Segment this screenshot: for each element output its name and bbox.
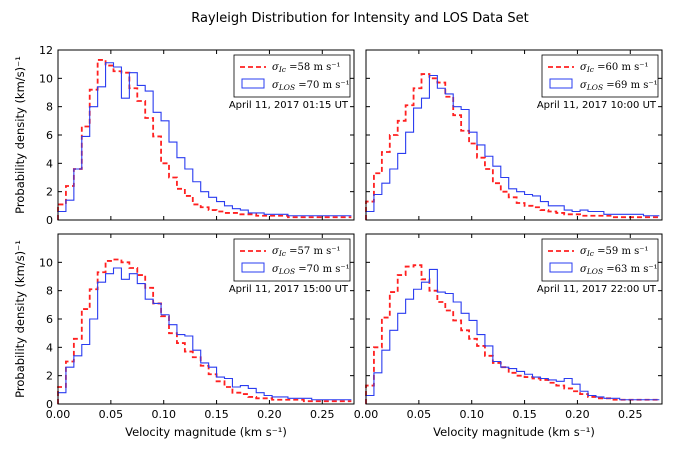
x-tick-label: 0.20 (257, 408, 282, 421)
date-annotation: April 11, 2017 01:15 UT (229, 100, 349, 111)
legend-ic-label: σIc =58 m s⁻¹ (272, 62, 341, 74)
x-tick-label: 0.20 (565, 408, 590, 421)
x-tick-label: 0.00 (46, 408, 71, 421)
legend-los-swatch (241, 262, 265, 273)
panel-top-right: σIc =60 m s⁻¹ σLOS =69 m s⁻¹ April 11, 201… (365, 49, 663, 221)
legend-los-label: σLOS =69 m s⁻¹ (580, 80, 658, 92)
x-tick-label: 0.10 (459, 408, 484, 421)
x-tick-label: 0.25 (310, 408, 335, 421)
y-tick-label: 0 (46, 398, 53, 411)
date-annotation: April 11, 2017 22:00 UT (537, 284, 657, 295)
legend-box (541, 54, 659, 98)
legend-los-swatch (549, 78, 573, 89)
date-annotation: April 11, 2017 15:00 UT (229, 284, 349, 295)
y-tick-label: 2 (46, 186, 53, 199)
y-tick-label: 6 (46, 129, 53, 142)
panel-top-left: 0 2 4 6 8 10 12 Probability density (km/s)⁻¹ σIc… (13, 44, 355, 227)
y-tick-label: 0 (46, 214, 53, 227)
panel-bottom-right: 0.00 0.05 0.10 0.15 0.20 0.25 Velocity magnitu… (354, 233, 663, 439)
legend-box (233, 54, 351, 98)
x-tick-label: 0.05 (99, 408, 124, 421)
x-tick-label: 0.15 (512, 408, 537, 421)
series-ic-top-left (57, 59, 352, 220)
legend-los-label: σLOS =70 m s⁻¹ (272, 80, 350, 92)
x-axis-label: Velocity magnitude (km s⁻¹) (125, 425, 287, 439)
y-tick-label: 10 (39, 256, 53, 269)
panels: 0 2 4 6 8 10 12 Probability density (km/s)⁻¹ σIc… (13, 44, 663, 439)
legend-los-label: σLOS =70 m s⁻¹ (272, 264, 350, 276)
y-axis-label: Probability density (km/s)⁻¹ (13, 240, 27, 398)
figure-title: Rayleigh Distribution for Intensity and … (191, 11, 528, 26)
x-tick-label: 0.15 (204, 408, 229, 421)
series-los-top-right (365, 74, 660, 220)
x-tick-label: 0.10 (151, 408, 176, 421)
y-tick-label: 6 (46, 313, 53, 326)
series-los-bottom-right (365, 268, 660, 404)
legend-ic-label: σIc =57 m s⁻¹ (272, 246, 341, 258)
x-tick-label: 0.25 (618, 408, 643, 421)
date-annotation: April 11, 2017 10:00 UT (537, 100, 657, 111)
series-los-bottom-left (57, 267, 352, 404)
x-tick-label: 0.05 (407, 408, 432, 421)
legend-los-swatch (241, 78, 265, 89)
legend-ic-label: σIc =60 m s⁻¹ (580, 62, 649, 74)
y-tick-label: 8 (46, 101, 53, 114)
x-axis-label: Velocity magnitude (km s⁻¹) (433, 425, 595, 439)
y-tick-label: 4 (46, 157, 53, 170)
x-tick-label: 0.00 (354, 408, 379, 421)
panel-bottom-left: 0 2 4 6 8 10 0.00 0.05 0.10 0.15 0.20 0.25 Velocity … (13, 233, 355, 439)
series-los-top-left (57, 62, 352, 220)
legend-box (233, 238, 351, 282)
legend-los-swatch (549, 262, 573, 273)
y-tick-label: 10 (39, 72, 53, 85)
y-tick-label: 8 (46, 285, 53, 298)
y-axis-label: Probability density (km/s)⁻¹ (13, 56, 27, 214)
series-ic-bottom-left (57, 258, 352, 404)
y-tick-label: 12 (39, 44, 53, 57)
legend-los-label: σLOS =63 m s⁻¹ (580, 264, 658, 276)
y-tick-label: 4 (46, 341, 53, 354)
legend-ic-label: σIc =59 m s⁻¹ (580, 246, 649, 258)
legend-box (541, 238, 659, 282)
y-tick-label: 2 (46, 370, 53, 383)
